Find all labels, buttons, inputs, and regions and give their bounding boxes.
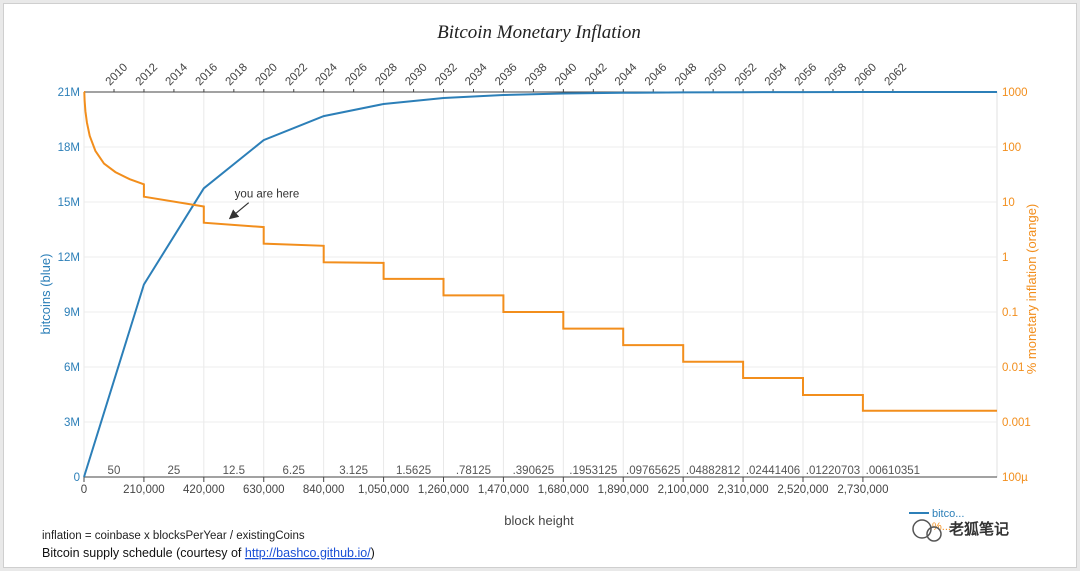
x-tick-label: 2,310,000 <box>717 484 768 496</box>
year-tick-label: 2010 <box>104 62 131 89</box>
year-tick-label: 2016 <box>194 62 221 89</box>
block-reward-label: .02441406 <box>746 465 800 477</box>
year-tick-label: 2054 <box>763 61 790 88</box>
year-tick-label: 2046 <box>643 62 670 89</box>
y-right-tick-label: 1000 <box>1002 87 1028 99</box>
credit-prefix: Bitcoin supply schedule (courtesy of <box>42 546 245 560</box>
x-tick-label: 2,520,000 <box>777 484 828 496</box>
legend-item-1: bitco... <box>932 508 964 520</box>
year-tick-label: 2034 <box>463 61 490 88</box>
block-reward-label: .00610351 <box>866 465 920 477</box>
reward-labels: 50 25 12.5 6.25 3.125 1.5625 .78125 .390625 .195… <box>108 465 920 477</box>
year-tick-label: 2058 <box>823 62 850 89</box>
x-tick-label: 1,470,000 <box>478 484 529 496</box>
y-right-tick-label: 10 <box>1002 197 1015 209</box>
plot-area <box>83 91 998 478</box>
year-tick-label: 2018 <box>223 62 250 89</box>
y-left-tick-label: 21M <box>58 87 80 99</box>
block-reward-label: .09765625 <box>626 465 680 477</box>
legend-partial: bitco... %... <box>909 508 964 533</box>
y-left-tick-label: 12M <box>58 252 80 264</box>
block-reward-label: .01220703 <box>806 465 860 477</box>
legend-item-2: %... <box>932 521 951 533</box>
y-left-tick-label: 15M <box>58 197 80 209</box>
formula-note: inflation = coinbase x blocksPerYear / e… <box>42 530 305 542</box>
x-tick-label: 1,890,000 <box>598 484 649 496</box>
watermark-text: 老狐笔记 <box>948 520 1009 538</box>
year-tick-label: 2042 <box>583 62 610 89</box>
x-tick-label: 840,000 <box>303 484 345 496</box>
annotation-arrow <box>228 202 250 220</box>
inflation-chart: Bitcoin Monetary Inflation 0 210,000 420,0… <box>38 22 1039 560</box>
y-left-tick-label: 9M <box>64 307 80 319</box>
annotation-text: you are here <box>235 189 300 201</box>
y-right-axis-label: % monetary inflation (orange) <box>1024 204 1039 375</box>
block-reward-label: 6.25 <box>283 465 305 477</box>
block-reward-label: .04882812 <box>686 465 740 477</box>
x-tick-label: 0 <box>81 484 87 496</box>
y-right-tick-label: 100 <box>1002 142 1021 154</box>
y-left-tick-label: 18M <box>58 142 80 154</box>
year-tick-label: 2044 <box>613 61 640 88</box>
block-reward-label: 12.5 <box>223 465 245 477</box>
year-tick-label: 2050 <box>703 62 730 89</box>
x-tick-label: 2,730,000 <box>837 484 888 496</box>
year-tick-label: 2036 <box>493 62 520 89</box>
bitcoins-supply-line <box>83 91 997 478</box>
year-tick-label: 2020 <box>253 62 280 89</box>
x-tick-label: 2,100,000 <box>658 484 709 496</box>
x-tick-label: 630,000 <box>243 484 285 496</box>
block-reward-label: .390625 <box>513 465 555 477</box>
block-reward-label: 1.5625 <box>396 465 431 477</box>
x-tick-label: 1,260,000 <box>418 484 469 496</box>
series-layer <box>83 91 997 478</box>
block-reward-label: 50 <box>108 465 121 477</box>
grid <box>83 91 998 478</box>
credit-link[interactable]: http://bashco.github.io/ <box>245 546 371 560</box>
y-left-tick-label: 3M <box>64 417 80 429</box>
block-reward-label: 3.125 <box>339 465 368 477</box>
year-tick-label: 2026 <box>343 62 370 89</box>
y-right-tick-label: 0.001 <box>1002 417 1031 429</box>
chart-title: Bitcoin Monetary Inflation <box>437 22 641 43</box>
x-tick-label: 1,680,000 <box>538 484 589 496</box>
year-tick-label: 2062 <box>883 62 910 89</box>
y-left-tick-label: 6M <box>64 362 80 374</box>
credit-note: Bitcoin supply schedule (courtesy of htt… <box>42 546 375 560</box>
year-tick-label: 2028 <box>373 62 400 89</box>
year-tick-label: 2014 <box>164 61 191 88</box>
x-tick-label: 210,000 <box>123 484 165 496</box>
block-reward-label: .78125 <box>456 465 491 477</box>
y-left-tick-label: 0 <box>74 472 80 484</box>
x-tick-label: 1,050,000 <box>358 484 409 496</box>
year-tick-label: 2022 <box>283 62 310 89</box>
year-tick-label: 2024 <box>313 61 340 88</box>
y-right-tick-label: 1 <box>1002 252 1008 264</box>
year-tick-label: 2056 <box>793 62 820 89</box>
year-tick-label: 2012 <box>134 62 161 89</box>
figure-frame: Bitcoin Monetary Inflation 0 210,000 420,0… <box>3 3 1077 568</box>
year-tick-label: 2048 <box>673 62 700 89</box>
y-right-tick-label: 100µ <box>1002 472 1028 484</box>
y-right-tick-label: 0.1 <box>1002 307 1018 319</box>
wechat-icon-secondary <box>926 526 942 542</box>
year-tick-label: 2052 <box>733 62 760 89</box>
y-right-tick-label: 0.01 <box>1002 362 1024 374</box>
year-tick-label: 2040 <box>553 62 580 89</box>
block-reward-label: 25 <box>167 465 180 477</box>
you-are-here-annotation: you are here <box>228 189 300 220</box>
year-tick-label: 2030 <box>403 62 430 89</box>
block-reward-label: .1953125 <box>569 465 617 477</box>
credit-suffix: ) <box>371 546 375 560</box>
year-tick-label: 2038 <box>523 62 550 89</box>
year-tick-label: 2032 <box>433 62 460 89</box>
x-tick-label: 420,000 <box>183 484 225 496</box>
x-axis-label: block height <box>504 513 574 528</box>
y-left-axis-label: bitcoins (blue) <box>38 254 53 335</box>
watermark: 老狐笔记 <box>912 519 1009 542</box>
wechat-icon <box>912 519 932 539</box>
year-tick-label: 2060 <box>853 62 880 89</box>
inflation-line <box>83 91 997 412</box>
